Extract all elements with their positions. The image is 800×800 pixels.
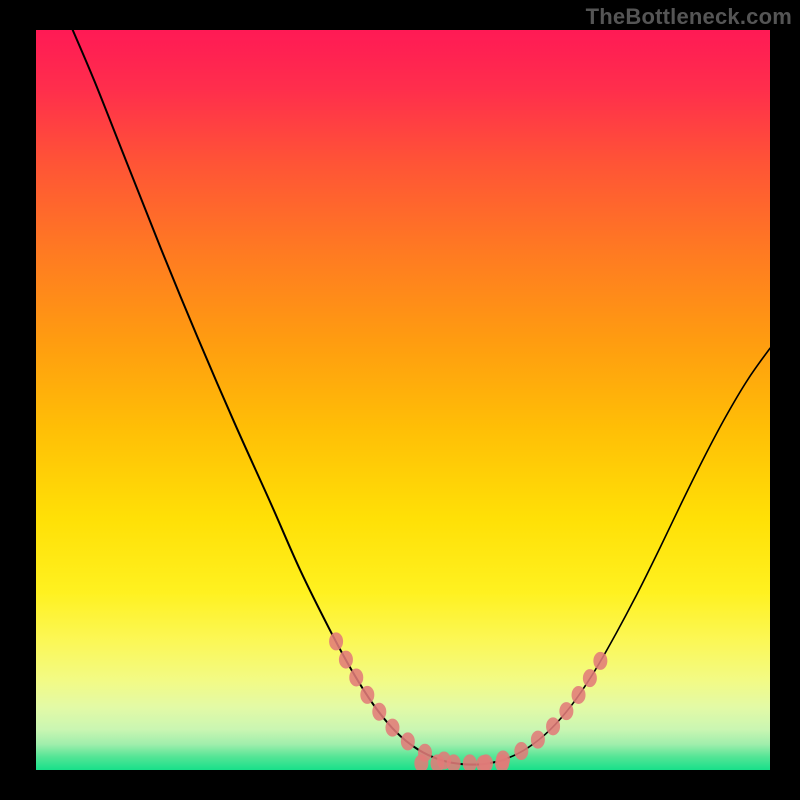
watermark-text: TheBottleneck.com [586,4,792,30]
data-marker [496,751,510,769]
data-marker [360,686,374,704]
data-marker [401,732,415,750]
data-marker [546,717,560,735]
bottleneck-curve [36,30,770,770]
data-marker [531,731,545,749]
data-marker [372,703,386,721]
data-marker [329,632,343,650]
data-marker [559,702,573,720]
plot-area [36,30,770,770]
data-marker [514,742,528,760]
data-marker [349,668,363,686]
data-marker [385,719,399,737]
data-marker [572,686,586,704]
data-marker [583,669,597,687]
curve-segment [73,30,506,765]
curve-segment [462,348,770,764]
data-marker [463,754,477,770]
data-marker [593,652,607,670]
data-marker [339,651,353,669]
